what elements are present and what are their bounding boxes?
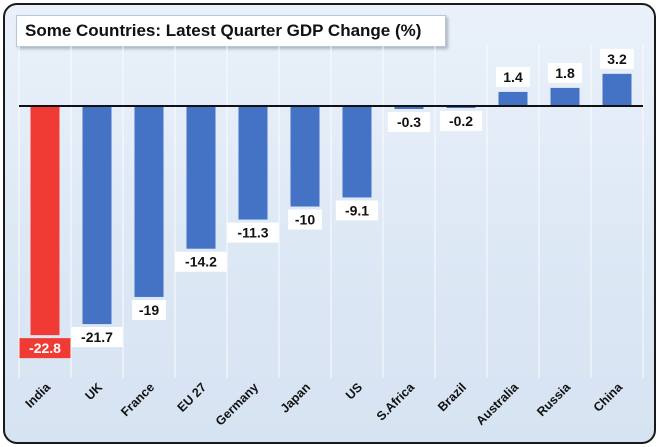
category-label: China bbox=[591, 379, 626, 414]
bar-australia bbox=[498, 91, 528, 106]
data-label-bg bbox=[439, 111, 483, 132]
category-label: UK bbox=[82, 380, 105, 403]
chart-title-box: Some Countries: Latest Quarter GDP Chang… bbox=[16, 15, 446, 47]
category-label: S.Africa bbox=[374, 379, 418, 423]
category-label: Russia bbox=[534, 379, 574, 419]
chart-title: Some Countries: Latest Quarter GDP Chang… bbox=[25, 21, 422, 40]
data-label: -14.2 bbox=[185, 254, 217, 270]
bar-russia bbox=[550, 87, 580, 106]
data-label: -9.1 bbox=[345, 202, 369, 218]
data-label: -21.7 bbox=[81, 329, 113, 345]
data-label: -11.3 bbox=[237, 225, 268, 241]
bar-china bbox=[602, 73, 632, 106]
data-label-bg bbox=[548, 62, 582, 83]
data-label: -19 bbox=[139, 302, 159, 318]
category-label: France bbox=[118, 380, 157, 419]
category-label: EU 27 bbox=[175, 380, 209, 414]
bar-india bbox=[30, 106, 60, 336]
bar-s-africa bbox=[394, 106, 424, 110]
data-label: 3.2 bbox=[607, 51, 627, 67]
data-label-bg bbox=[335, 200, 379, 221]
bar-germany bbox=[238, 106, 268, 220]
data-label-bg bbox=[132, 299, 166, 320]
data-label-bg bbox=[71, 327, 123, 348]
bar-france bbox=[134, 106, 164, 297]
data-label-bg bbox=[227, 222, 279, 243]
data-label: -0.2 bbox=[449, 113, 473, 129]
data-label: 1.8 bbox=[555, 65, 575, 81]
data-label-bg bbox=[175, 251, 227, 272]
bar-us bbox=[342, 106, 372, 198]
category-label: Brazil bbox=[435, 380, 469, 414]
data-label: -22.8 bbox=[29, 340, 61, 356]
bar-eu-27 bbox=[186, 106, 216, 249]
category-label: India bbox=[23, 379, 54, 410]
bar-japan bbox=[290, 106, 320, 207]
data-label-bg bbox=[600, 48, 634, 69]
data-label: -0.3 bbox=[397, 114, 421, 130]
data-label-bg bbox=[288, 209, 322, 230]
bar-brazil bbox=[446, 106, 476, 109]
data-label: 1.4 bbox=[503, 69, 523, 85]
chart-frame: Some Countries: Latest Quarter GDP Chang… bbox=[3, 3, 656, 444]
bar-uk bbox=[82, 106, 112, 325]
category-label: Germany bbox=[213, 380, 261, 428]
data-label-bg bbox=[387, 112, 431, 133]
category-label: Japan bbox=[278, 380, 313, 415]
category-label: Australia bbox=[473, 379, 521, 427]
data-label-bg bbox=[496, 66, 530, 87]
data-label-bg bbox=[19, 338, 71, 359]
category-label: US bbox=[343, 380, 365, 402]
data-label: -10 bbox=[295, 212, 315, 228]
